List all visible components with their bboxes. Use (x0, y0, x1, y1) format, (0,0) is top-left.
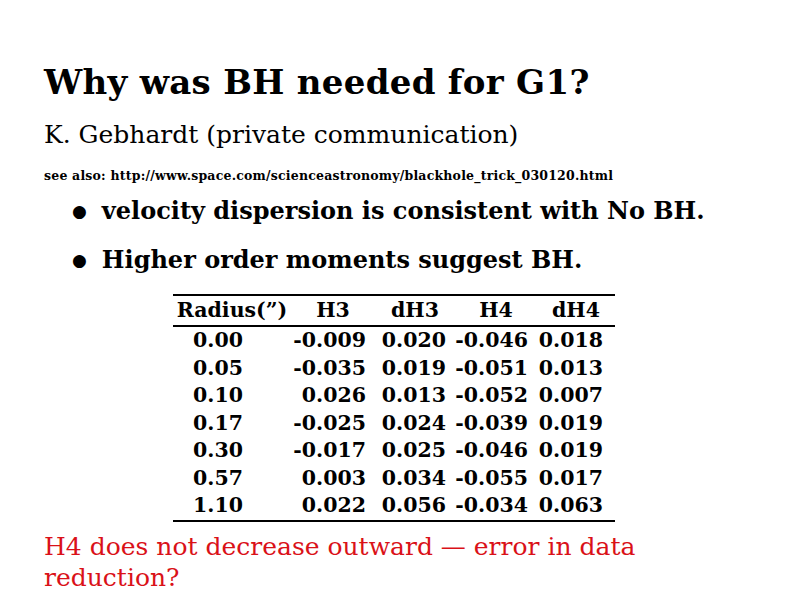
cell-dh4: 0.007 (537, 382, 615, 410)
table-header-row: Radius(”) H3 dH3 H4 dH4 (173, 295, 615, 326)
cell-dh3: 0.056 (375, 492, 455, 521)
cell-radius: 0.05 (173, 355, 291, 383)
column-header-h3: H3 (291, 295, 375, 326)
cell-dh4: 0.063 (537, 492, 615, 521)
see-also-note: see also: http://www.space.com/scienceas… (44, 168, 613, 183)
see-also-label: see also: (44, 168, 106, 183)
slide: Why was BH needed for G1? K. Gebhardt (p… (0, 0, 800, 600)
cell-dh3: 0.024 (375, 410, 455, 438)
cell-dh3: 0.013 (375, 382, 455, 410)
table-row: 0.05 -0.035 0.019 -0.051 0.013 (173, 355, 615, 383)
cell-h3: 0.026 (291, 382, 375, 410)
cell-dh3: 0.019 (375, 355, 455, 383)
conclusion-note: H4 does not decrease outward — error in … (44, 531, 669, 593)
table-row: 0.57 0.003 0.034 -0.055 0.017 (173, 465, 615, 493)
table-row: 1.10 0.022 0.056 -0.034 0.063 (173, 492, 615, 521)
bullet-icon: ● (72, 196, 87, 226)
cell-dh3: 0.034 (375, 465, 455, 493)
bullet-list: ● velocity dispersion is consistent with… (72, 196, 705, 294)
cell-h3: -0.017 (291, 437, 375, 465)
cell-dh4: 0.013 (537, 355, 615, 383)
table-row: 0.30 -0.017 0.025 -0.046 0.019 (173, 437, 615, 465)
cell-h4: -0.046 (455, 326, 537, 355)
column-header-h4: H4 (455, 295, 537, 326)
cell-dh4: 0.017 (537, 465, 615, 493)
cell-h4: -0.051 (455, 355, 537, 383)
cell-radius: 0.57 (173, 465, 291, 493)
cell-h4: -0.055 (455, 465, 537, 493)
reference-url: http://www.space.com/scienceastronomy/bl… (111, 168, 614, 183)
cell-h4: -0.034 (455, 492, 537, 521)
cell-radius: 0.30 (173, 437, 291, 465)
column-header-dh3: dH3 (375, 295, 455, 326)
column-header-radius: Radius(”) (173, 295, 291, 326)
table-row: 0.00 -0.009 0.020 -0.046 0.018 (173, 326, 615, 355)
list-item: ● Higher order moments suggest BH. (72, 245, 705, 277)
cell-h4: -0.039 (455, 410, 537, 438)
cell-h4: -0.046 (455, 437, 537, 465)
cell-dh4: 0.019 (537, 437, 615, 465)
cell-radius: 1.10 (173, 492, 291, 521)
cell-radius: 0.00 (173, 326, 291, 355)
cell-radius: 0.10 (173, 382, 291, 410)
bullet-icon: ● (72, 245, 87, 275)
list-item: ● velocity dispersion is consistent with… (72, 196, 705, 228)
cell-h4: -0.052 (455, 382, 537, 410)
cell-radius: 0.17 (173, 410, 291, 438)
page-title: Why was BH needed for G1? (44, 64, 590, 101)
kinematics-table: Radius(”) H3 dH3 H4 dH4 0.00 -0.009 0.02… (173, 294, 615, 522)
cell-h3: -0.025 (291, 410, 375, 438)
cell-h3: 0.003 (291, 465, 375, 493)
table-row: 0.17 -0.025 0.024 -0.039 0.019 (173, 410, 615, 438)
attribution-subtitle: K. Gebhardt (private communication) (44, 120, 518, 150)
cell-dh4: 0.019 (537, 410, 615, 438)
cell-dh3: 0.020 (375, 326, 455, 355)
cell-dh3: 0.025 (375, 437, 455, 465)
cell-h3: 0.022 (291, 492, 375, 521)
cell-h3: -0.009 (291, 326, 375, 355)
bullet-text: velocity dispersion is consistent with N… (102, 196, 705, 226)
table-row: 0.10 0.026 0.013 -0.052 0.007 (173, 382, 615, 410)
bullet-text: Higher order moments suggest BH. (102, 245, 583, 275)
column-header-dh4: dH4 (537, 295, 615, 326)
cell-dh4: 0.018 (537, 326, 615, 355)
cell-h3: -0.035 (291, 355, 375, 383)
